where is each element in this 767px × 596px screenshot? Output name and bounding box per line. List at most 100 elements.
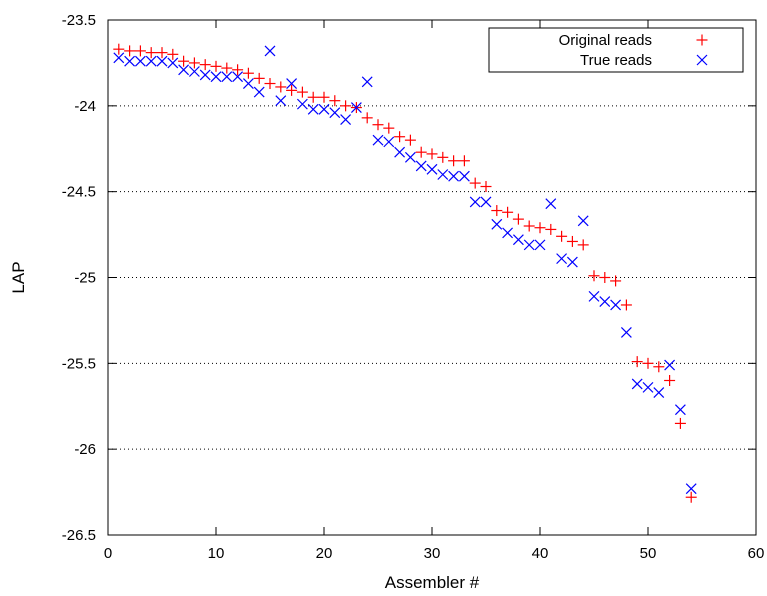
point-true-reads <box>372 134 384 146</box>
x-axis-title: Assembler # <box>385 573 480 592</box>
point-true-reads-b <box>502 227 514 239</box>
point-original-reads <box>534 222 546 234</box>
point-true-reads-b <box>588 290 600 302</box>
point-true-reads-b <box>415 160 427 172</box>
legend-label-original-reads: Original reads <box>559 32 652 49</box>
y-tick-label: -25 <box>74 270 96 287</box>
point-true-reads-b <box>350 102 362 113</box>
point-true-reads <box>296 98 308 110</box>
point-original-reads <box>286 84 298 96</box>
point-true-reads-b <box>556 253 568 265</box>
point-true-reads <box>221 71 233 83</box>
point-true-reads <box>556 253 568 265</box>
point-true-reads-b <box>610 299 622 311</box>
point-true-reads <box>318 103 330 115</box>
point-true-reads-b <box>372 134 384 146</box>
point-true-reads <box>491 218 503 230</box>
point-true-reads <box>534 239 546 251</box>
point-original-reads <box>199 59 211 71</box>
point-true-reads <box>394 146 406 158</box>
point-original-reads <box>275 81 287 93</box>
point-original-reads <box>329 95 341 107</box>
point-original-reads <box>232 64 244 76</box>
point-true-reads <box>512 234 524 246</box>
point-true-reads-b <box>178 64 190 76</box>
point-true-reads-b <box>307 103 319 115</box>
point-original-reads <box>577 239 589 251</box>
x-tick-label: 50 <box>640 545 657 562</box>
point-true-reads-b <box>480 196 492 208</box>
point-true-reads-b <box>253 86 265 98</box>
point-true-reads-b <box>469 196 481 208</box>
x-tick-label: 30 <box>424 545 441 562</box>
point-original-reads <box>469 177 481 189</box>
legend-box <box>488 27 744 73</box>
series-true-reads <box>113 45 697 495</box>
point-true-reads-b <box>199 69 211 81</box>
legend-marker-true-reads <box>696 54 708 66</box>
point-original-reads <box>242 67 254 79</box>
point-true-reads-b <box>448 170 460 182</box>
point-true-reads <box>361 76 373 88</box>
point-original-reads <box>264 78 276 90</box>
point-true-reads <box>426 163 438 175</box>
point-original-reads <box>156 47 168 59</box>
point-original-reads <box>296 86 308 98</box>
x-tick-label: 0 <box>104 545 112 562</box>
point-original-reads <box>188 57 200 69</box>
point-original-reads <box>502 206 514 218</box>
point-original-reads <box>631 356 643 368</box>
y-tick-label: -24.5 <box>62 184 96 201</box>
point-true-reads <box>329 107 341 119</box>
point-true-reads <box>577 215 589 227</box>
point-true-reads-b <box>188 66 200 77</box>
tick-labels: -23.5 -24 -24.5 -25 -25.5 -26 -26.5 0 10 20 30 40 50… <box>62 12 765 562</box>
point-true-reads <box>674 404 686 416</box>
point-original-reads <box>458 155 470 167</box>
point-original-reads <box>653 361 665 373</box>
point-original-reads <box>124 45 136 57</box>
point-true-reads <box>134 55 146 67</box>
point-original-reads <box>415 146 427 158</box>
plot-frame <box>107 19 757 536</box>
point-original-reads <box>610 275 622 287</box>
point-true-reads-b <box>329 107 341 119</box>
point-true-reads-b <box>275 95 287 107</box>
point-true-reads-b <box>113 52 125 64</box>
point-original-reads <box>523 220 535 232</box>
point-true-reads-b <box>340 114 352 125</box>
point-true-reads-b <box>286 78 298 89</box>
point-true-reads-b <box>318 103 330 115</box>
point-true-reads <box>167 57 179 69</box>
point-original-reads <box>318 91 330 103</box>
point-true-reads <box>523 239 535 251</box>
point-true-reads <box>286 78 298 89</box>
y-axis-title: LAP <box>9 261 28 293</box>
point-true-reads <box>232 71 244 83</box>
point-true-reads <box>350 102 362 113</box>
legend-cross-b <box>696 54 708 66</box>
point-true-reads <box>415 160 427 172</box>
point-true-reads-b <box>134 55 146 67</box>
point-original-reads <box>394 131 406 143</box>
point-true-reads-b <box>577 215 589 227</box>
y-tick-label: -26.5 <box>62 527 96 544</box>
point-true-reads-b <box>620 327 632 338</box>
point-true-reads-b <box>394 146 406 158</box>
point-original-reads <box>599 272 611 283</box>
point-original-reads <box>340 100 352 112</box>
legend-label-true-reads: True reads <box>580 52 652 69</box>
y-tick-label: -25.5 <box>62 355 96 372</box>
point-original-reads <box>664 375 676 386</box>
point-true-reads <box>545 198 557 210</box>
point-true-reads-b <box>221 71 233 83</box>
point-original-reads <box>210 60 222 72</box>
point-original-reads <box>307 91 319 103</box>
point-true-reads <box>631 378 643 390</box>
point-true-reads <box>124 55 136 67</box>
point-true-reads-b <box>534 239 546 251</box>
legend-plus <box>696 34 708 46</box>
point-true-reads <box>642 381 654 393</box>
point-original-reads <box>113 43 125 55</box>
x-tick-label: 20 <box>316 545 333 562</box>
